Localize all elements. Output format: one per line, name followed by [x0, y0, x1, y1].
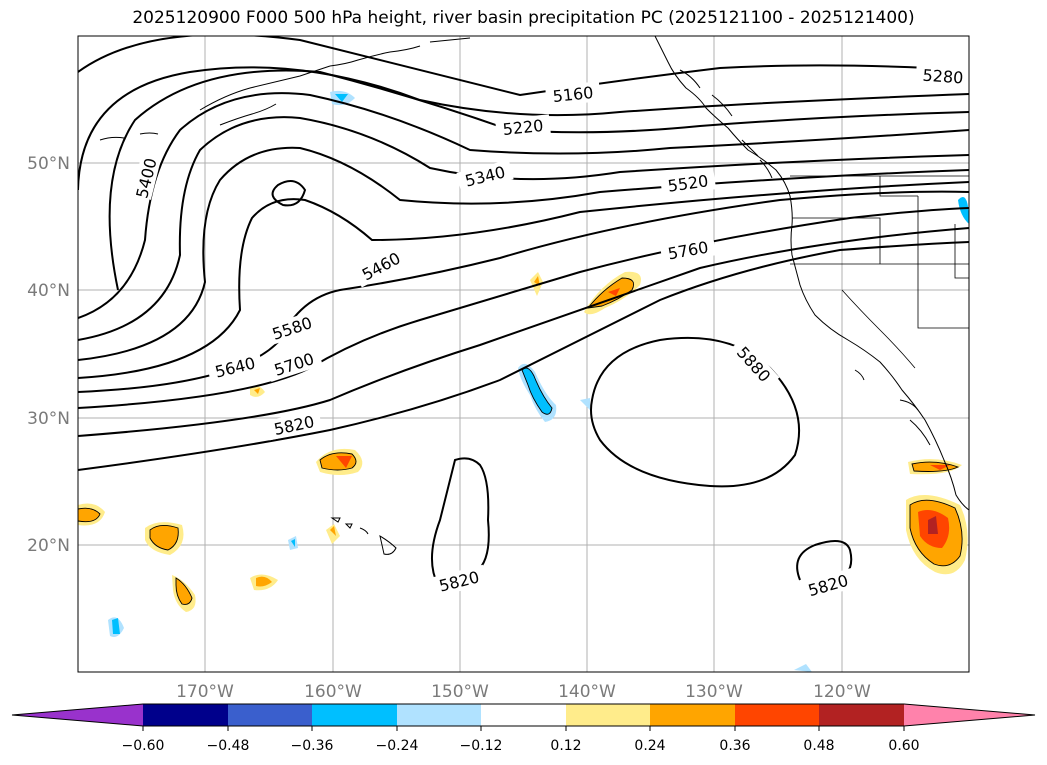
lon-label-130w: 130°W — [685, 682, 743, 702]
colorbar-segment — [819, 704, 904, 726]
precip-shading — [78, 90, 969, 672]
colorbar-segment — [397, 704, 481, 726]
height-contours — [78, 36, 969, 586]
colorbar-tick: 0.24 — [634, 738, 665, 754]
map-frame — [77, 35, 970, 673]
longitude-labels: 170°W 160°W 150°W 140°W 130°W 120°W — [176, 682, 871, 702]
colorbar-segment — [312, 704, 397, 726]
colorbar-tick: −0.48 — [207, 738, 250, 754]
lon-label-120w: 120°W — [813, 682, 871, 702]
colorbar-tick: 0.12 — [550, 738, 581, 754]
contour-label-gaps — [131, 64, 969, 603]
colorbar-segment — [650, 704, 735, 726]
colorbar-tick: −0.12 — [460, 738, 503, 754]
map-title: 2025120900 F000 500 hPa height, river ba… — [132, 8, 915, 28]
precip-outlines — [78, 277, 963, 605]
colorbar: −0.60 −0.48 −0.36 −0.24 −0.12 0.12 0.24 … — [11, 703, 1036, 754]
contour-label: 5220 — [502, 116, 544, 139]
plot-area — [78, 36, 969, 672]
colorbar-tick: 0.48 — [803, 738, 834, 754]
colorbar-segment — [481, 704, 566, 726]
lon-label-140w: 140°W — [558, 682, 616, 702]
colorbar-segment — [735, 704, 819, 726]
colorbar-segment — [228, 704, 312, 726]
colorbar-tick: 0.60 — [888, 738, 919, 754]
latitude-labels: 50°N 40°N 30°N 20°N — [27, 154, 70, 556]
colorbar-tick: −0.24 — [376, 738, 419, 754]
lat-label-30n: 30°N — [27, 409, 70, 429]
colorbar-segment — [143, 704, 228, 726]
contour-label: 5280 — [922, 66, 964, 88]
colorbar-tick: −0.36 — [291, 738, 334, 754]
colorbar-tick: 0.36 — [719, 738, 750, 754]
lat-label-50n: 50°N — [27, 154, 70, 174]
lon-label-150w: 150°W — [431, 682, 489, 702]
colorbar-extend-high — [904, 704, 1035, 726]
colorbar-extend-low — [12, 704, 143, 726]
lat-label-40n: 40°N — [27, 281, 70, 301]
lon-label-160w: 160°W — [304, 682, 362, 702]
contour-label: 5160 — [552, 83, 594, 106]
colorbar-segment — [566, 704, 650, 726]
lon-label-170w: 170°W — [176, 682, 234, 702]
colorbar-tick: −0.60 — [122, 738, 165, 754]
lat-label-20n: 20°N — [27, 536, 70, 556]
